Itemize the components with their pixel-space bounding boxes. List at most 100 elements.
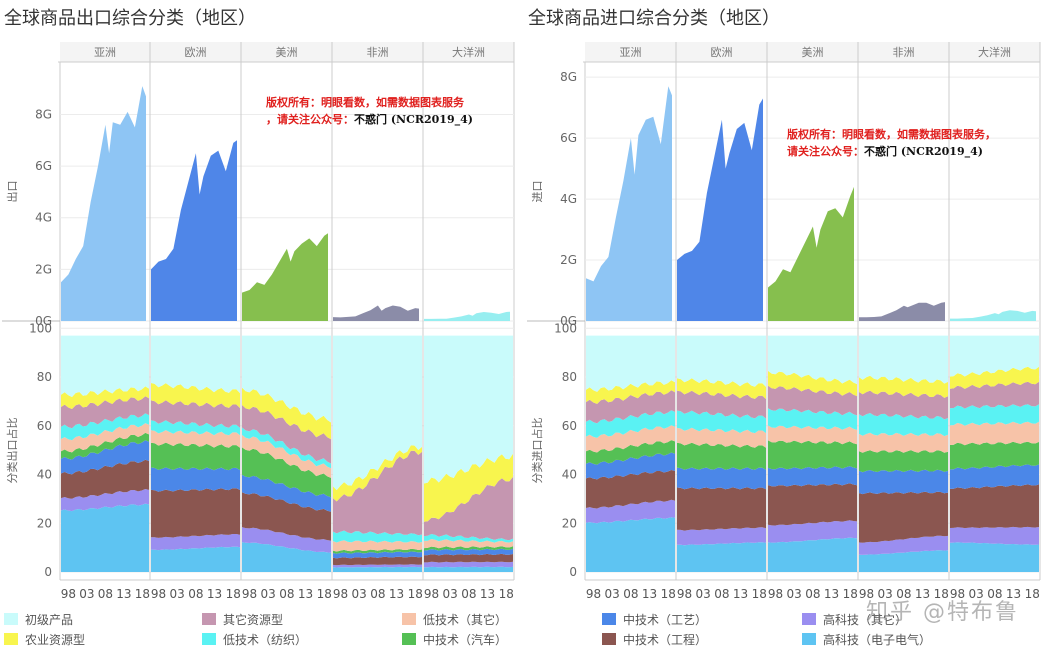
share-area-亚洲-3	[61, 440, 149, 475]
share-area-欧洲-7	[677, 390, 766, 419]
region-header-0: 亚洲	[620, 46, 642, 59]
legend-swatch	[802, 613, 816, 625]
x-tick-label: 03	[696, 587, 711, 601]
x-tick-label: 13	[116, 587, 131, 601]
copyright-line2: ，请关注公众号：不惑门 (NCR2019_4)	[266, 112, 473, 127]
x-tick-label: 18	[752, 587, 767, 601]
region-header-4: 大洋洲	[978, 45, 1011, 59]
legend-swatch	[202, 633, 216, 645]
share-area-亚洲-4	[586, 440, 675, 465]
share-area-欧洲-8	[151, 383, 240, 408]
share-area-非洲-4	[859, 450, 948, 473]
legend-item-midtech-engineering: 中技术（工程）	[602, 630, 707, 648]
share-area-美洲-2	[242, 492, 331, 541]
copyright-line2: 请关注公众号：不惑门 (NCR2019_4)	[787, 144, 983, 159]
copyright-line1: 版权所有：明眼看数，如需数据图表服务	[266, 95, 465, 109]
share-area-亚洲-5	[586, 425, 675, 453]
share-area-大洋洲-0	[950, 542, 1039, 572]
x-tick-label: 98	[242, 587, 257, 601]
x-tick-label: 03	[170, 587, 185, 601]
share-area-非洲-6	[333, 530, 422, 543]
top-area-亚洲	[61, 86, 146, 321]
x-tick-label: 98	[61, 587, 76, 601]
x-tick-label: 18	[408, 587, 423, 601]
legend-item-other-resource: 其它资源型	[202, 610, 283, 628]
x-tick-label: 13	[915, 587, 930, 601]
region-header-1: 欧洲	[185, 46, 207, 59]
x-tick-label: 13	[642, 587, 657, 601]
x-tick-label: 13	[298, 587, 313, 601]
share-area-美洲-1	[768, 520, 857, 543]
top-ytick-label: 2G	[35, 262, 52, 276]
share-area-大洋洲-8	[424, 453, 513, 522]
x-tick-label: 08	[98, 587, 113, 601]
share-area-非洲-1	[859, 535, 948, 555]
share-area-欧洲-2	[151, 488, 240, 538]
bottom-ytick-label: 0	[569, 565, 577, 579]
x-tick-label: 98	[586, 587, 601, 601]
share-area-大洋洲-1	[424, 561, 513, 568]
x-tick-label: 03	[969, 587, 984, 601]
x-tick-label: 98	[768, 587, 783, 601]
bottom-ytick-label: 60	[37, 419, 52, 433]
x-tick-label: 03	[79, 587, 94, 601]
x-tick-label: 03	[443, 587, 458, 601]
share-area-亚洲-0	[61, 503, 149, 572]
top-ylabel: 进口	[531, 181, 544, 203]
region-header-band	[585, 42, 1040, 62]
x-tick-label: 13	[824, 587, 839, 601]
bottom-ytick-label: 100	[554, 321, 577, 335]
top-area-大洋洲	[950, 310, 1036, 321]
chart-title: 全球商品出口综合分类（地区）	[4, 8, 256, 29]
x-tick-label: 08	[188, 587, 203, 601]
bottom-ytick-label: 20	[562, 516, 577, 530]
share-area-大洋洲-9	[950, 335, 1039, 377]
x-tick-label: 18	[226, 587, 241, 601]
legend-item-lowtech-textile: 低技术（纺织）	[202, 630, 307, 648]
x-tick-label: 18	[317, 587, 332, 601]
share-area-欧洲-2	[677, 487, 766, 531]
share-area-美洲-2	[768, 483, 857, 526]
x-tick-label: 08	[623, 587, 638, 601]
legend-swatch	[402, 633, 416, 645]
share-area-非洲-2	[859, 491, 948, 543]
share-area-欧洲-8	[677, 378, 766, 399]
chart-title: 全球商品进口综合分类（地区）	[528, 8, 780, 29]
x-tick-label: 18	[843, 587, 858, 601]
share-area-亚洲-9	[61, 335, 149, 397]
top-area-非洲	[333, 305, 419, 321]
share-area-大洋洲-7	[950, 381, 1039, 409]
bottom-ylabel: 分类出口占比	[5, 418, 19, 484]
copyright-line2-red: ，请关注公众号：	[266, 112, 354, 126]
share-area-亚洲-7	[586, 390, 675, 424]
top-ytick-label: 4G	[560, 192, 577, 206]
share-area-美洲-5	[768, 425, 857, 445]
share-area-大洋洲-4	[950, 441, 1039, 470]
share-area-美洲-7	[242, 405, 331, 464]
legend-label: 中技术（工程）	[623, 632, 708, 647]
share-area-欧洲-4	[677, 442, 766, 470]
top-area-非洲	[859, 302, 945, 321]
copyright-line2-red: 请关注公众号：	[787, 144, 864, 158]
legend-swatch	[602, 613, 616, 625]
share-area-大洋洲-0	[424, 566, 513, 572]
share-area-非洲-8	[859, 375, 948, 398]
x-tick-label: 98	[859, 587, 874, 601]
x-tick-label: 13	[733, 587, 748, 601]
top-ytick-label: 8G	[35, 107, 52, 121]
legend-label: 低技术（其它）	[423, 612, 508, 627]
copyright-line1: 版权所有：明眼看数，如需数据图表服务，	[787, 127, 996, 141]
share-area-欧洲-5	[677, 427, 766, 448]
copyright-line2-account: 不惑门 (NCR2019_4)	[354, 112, 473, 127]
share-area-亚洲-7	[61, 396, 149, 429]
bottom-ytick-label: 0	[44, 565, 52, 579]
x-tick-label: 13	[389, 587, 404, 601]
bottom-ytick-label: 80	[37, 370, 52, 384]
legend-label: 中技术（汽车）	[423, 632, 508, 647]
share-area-美洲-7	[768, 385, 857, 416]
bottom-ytick-label: 40	[562, 468, 577, 482]
x-tick-label: 98	[950, 587, 965, 601]
share-area-欧洲-3	[677, 467, 766, 490]
watermark: 知乎 @特布鲁	[866, 600, 1019, 625]
